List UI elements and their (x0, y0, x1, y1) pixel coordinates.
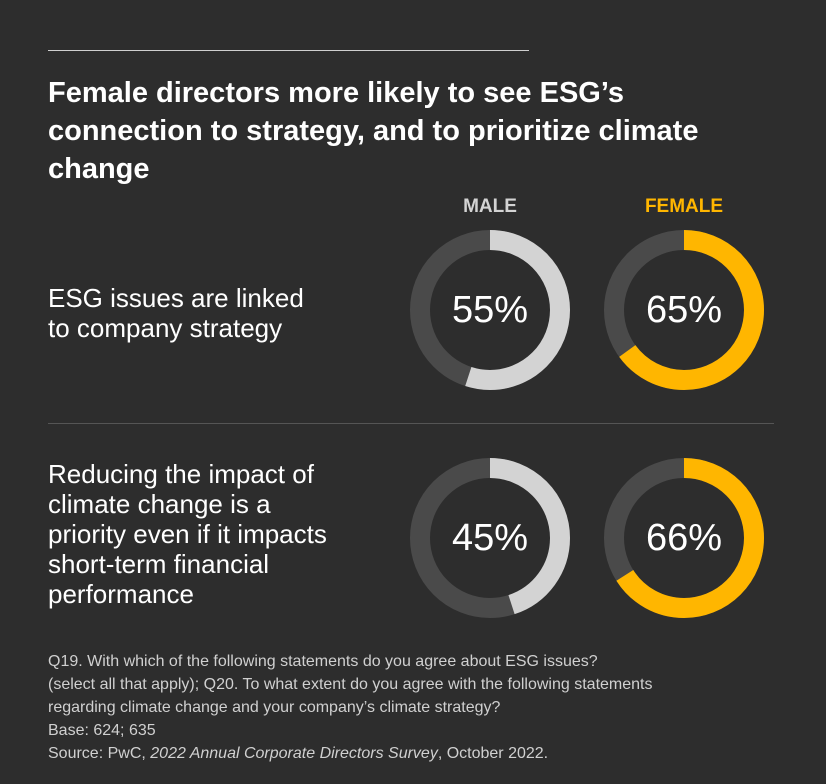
row-label-esg-strategy: ESG issues are linked to company strateg… (48, 283, 388, 343)
row-label-line: performance (48, 579, 194, 609)
donut-female-climate: 66% (604, 458, 764, 618)
footnote-question: regarding climate change and your compan… (48, 699, 501, 716)
row-divider (48, 423, 774, 424)
footnote: Q19. With which of the following stateme… (48, 650, 788, 765)
donut-label: 65% (645, 289, 723, 331)
donut-label: 55% (451, 289, 529, 331)
legend-male: MALE (463, 196, 517, 217)
source-title: 2022 Annual Corporate Directors Survey (150, 745, 438, 762)
row-label-line: Reducing the impact of (48, 459, 314, 489)
footnote-question: (select all that apply); Q20. To what ex… (48, 676, 653, 693)
female-value-arc (604, 458, 764, 618)
footnote-question: Q19. With which of the following stateme… (48, 653, 598, 670)
donut-label: 66% (645, 517, 723, 559)
row-label-line: short-term financial (48, 549, 270, 579)
donut-male-climate: 45% (410, 458, 570, 618)
donut-male-esg: 55% (410, 230, 570, 390)
source-suffix: , October 2022. (437, 745, 549, 762)
top-rule (48, 50, 529, 51)
row-label-line: ESG issues are linked (48, 283, 304, 313)
row-label-line: to company strategy (48, 313, 283, 343)
row-label-line: priority even if it impacts (48, 519, 327, 549)
footnote-source: Source: PwC, 2022 Annual Corporate Direc… (48, 742, 788, 765)
female-value-arc (604, 230, 764, 390)
source-prefix: Source: PwC, (48, 745, 151, 762)
footnote-base: Base: 624; 635 (48, 722, 156, 739)
donut-label: 45% (451, 517, 529, 559)
row-label-climate-priority: Reducing the impact of climate change is… (48, 459, 388, 609)
legend-female: FEMALE (644, 196, 724, 217)
row-label-line: climate change is a (48, 489, 271, 519)
chart-title: Female directors more likely to see ESG’… (48, 77, 699, 185)
male-value-arc (410, 230, 570, 390)
male-value-arc (410, 458, 570, 618)
donut-female-esg: 65% (604, 230, 764, 390)
